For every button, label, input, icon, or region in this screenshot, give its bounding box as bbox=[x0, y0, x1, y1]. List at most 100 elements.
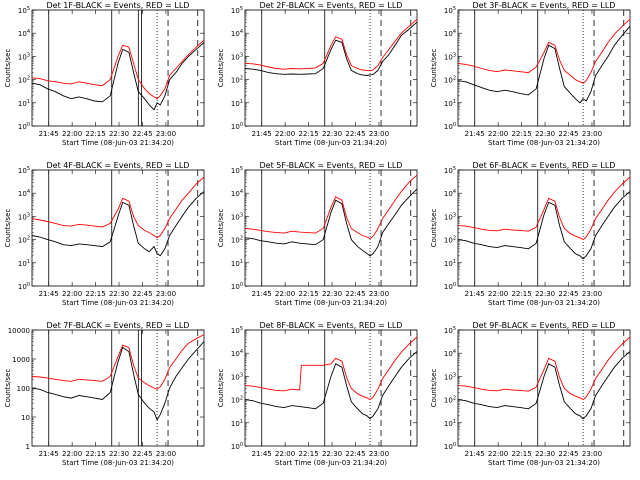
y-tick-label: 105 bbox=[18, 166, 30, 175]
x-tick-label: 23:00 bbox=[156, 130, 176, 138]
y-tick-label: 104 bbox=[18, 29, 30, 38]
x-axis-label: Start Time (08-Jun-03 21:34:20) bbox=[62, 139, 174, 147]
x-tick-label: 22:15 bbox=[511, 290, 531, 298]
series-lld-line bbox=[457, 336, 631, 401]
y-tick-label: 100 bbox=[444, 122, 456, 131]
y-tick-label: 104 bbox=[231, 29, 243, 38]
x-axis-label: Start Time (08-Jun-03 21:34:20) bbox=[488, 459, 600, 467]
x-axis-label: Start Time (08-Jun-03 21:34:20) bbox=[275, 459, 387, 467]
x-tick-label: 22:30 bbox=[109, 130, 129, 138]
x-tick-label: 22:30 bbox=[322, 130, 342, 138]
x-tick-label: 22:45 bbox=[132, 130, 152, 138]
y-tick-label: 103 bbox=[18, 212, 30, 221]
detector-panel-5f: Det 5F-BLACK = Events, RED = LLD 100 101 10… bbox=[217, 161, 418, 307]
panel-title: Det 4F-BLACK = Events, RED = LLD bbox=[47, 161, 190, 170]
y-tick-label: 102 bbox=[444, 76, 456, 85]
y-tick-label: 105 bbox=[444, 326, 456, 335]
x-tick-label: 21:45 bbox=[465, 450, 485, 458]
y-tick-label: 105 bbox=[231, 326, 243, 335]
y-tick-label: 10 bbox=[21, 414, 30, 422]
x-tick-label: 23:00 bbox=[582, 290, 602, 298]
y-axis-label: Counts/sec bbox=[430, 369, 438, 408]
x-tick-label: 22:30 bbox=[535, 130, 555, 138]
y-axis-label: Counts/sec bbox=[4, 209, 12, 248]
x-tick-label: 21:45 bbox=[465, 290, 485, 298]
series-events-line bbox=[244, 21, 418, 76]
detector-panel-1f: Det 1F-BLACK = Events, RED = LLD 100 101 10… bbox=[4, 1, 205, 147]
series-events-line bbox=[244, 188, 418, 257]
series-events-line bbox=[457, 191, 631, 260]
y-tick-label: 104 bbox=[444, 349, 456, 358]
x-tick-label: 22:00 bbox=[275, 450, 295, 458]
detector-panel-3f: Det 3F-BLACK = Events, RED = LLD 100 101 10… bbox=[430, 1, 631, 147]
x-tick-label: 22:45 bbox=[345, 290, 365, 298]
x-tick-label: 21:45 bbox=[39, 450, 59, 458]
x-tick-label: 22:15 bbox=[298, 290, 318, 298]
detector-panel-9f: Det 9F-BLACK = Events, RED = LLD 100 101 10… bbox=[430, 321, 631, 467]
x-tick-label: 22:15 bbox=[511, 130, 531, 138]
y-tick-label: 105 bbox=[231, 6, 243, 15]
series-events-line bbox=[31, 191, 205, 257]
x-tick-label: 22:30 bbox=[109, 290, 129, 298]
x-tick-label: 22:30 bbox=[109, 450, 129, 458]
detector-panel-8f: Det 8F-BLACK = Events, RED = LLD 100 101 10… bbox=[217, 321, 418, 467]
y-tick-label: 102 bbox=[18, 76, 30, 85]
y-tick-label: 1000 bbox=[12, 356, 30, 364]
y-tick-label: 100 bbox=[18, 122, 30, 131]
y-tick-label: 101 bbox=[444, 259, 456, 268]
x-tick-label: 22:00 bbox=[275, 290, 295, 298]
x-axis-label: Start Time (08-Jun-03 21:34:20) bbox=[62, 459, 174, 467]
series-lld-line bbox=[31, 176, 205, 239]
x-tick-label: 22:15 bbox=[85, 290, 105, 298]
y-tick-label: 100 bbox=[231, 282, 243, 291]
plot-frame bbox=[244, 9, 418, 127]
x-tick-label: 23:00 bbox=[582, 130, 602, 138]
x-tick-label: 22:45 bbox=[132, 450, 152, 458]
y-tick-label: 104 bbox=[18, 189, 30, 198]
y-tick-label: 101 bbox=[444, 419, 456, 428]
y-tick-label: 102 bbox=[231, 76, 243, 85]
x-tick-label: 21:45 bbox=[252, 450, 272, 458]
x-tick-label: 22:30 bbox=[535, 290, 555, 298]
x-tick-label: 22:45 bbox=[558, 450, 578, 458]
series-lld-line bbox=[31, 334, 205, 390]
x-tick-label: 21:45 bbox=[39, 130, 59, 138]
y-tick-label: 102 bbox=[18, 236, 30, 245]
x-axis-label: Start Time (08-Jun-03 21:34:20) bbox=[488, 299, 600, 307]
plot-frame bbox=[31, 9, 205, 127]
y-tick-label: 103 bbox=[231, 52, 243, 61]
y-axis-label: Counts/sec bbox=[430, 49, 438, 88]
y-tick-label: 10000 bbox=[8, 327, 30, 335]
detector-panel-4f: Det 4F-BLACK = Events, RED = LLD 100 101 10… bbox=[4, 161, 205, 307]
series-lld-line bbox=[457, 18, 631, 84]
y-tick-label: 100 bbox=[444, 442, 456, 451]
x-tick-label: 22:15 bbox=[85, 130, 105, 138]
y-tick-label: 103 bbox=[444, 372, 456, 381]
x-tick-label: 23:00 bbox=[156, 290, 176, 298]
y-tick-label: 103 bbox=[18, 52, 30, 61]
x-tick-label: 22:30 bbox=[322, 290, 342, 298]
x-tick-label: 21:45 bbox=[252, 130, 272, 138]
y-tick-label: 102 bbox=[231, 236, 243, 245]
series-events-line bbox=[457, 25, 631, 104]
y-tick-label: 103 bbox=[444, 52, 456, 61]
panel-title: Det 9F-BLACK = Events, RED = LLD bbox=[473, 321, 616, 330]
panel-title: Det 1F-BLACK = Events, RED = LLD bbox=[47, 1, 190, 10]
panel-title: Det 6F-BLACK = Events, RED = LLD bbox=[473, 161, 616, 170]
y-axis-label: Counts/sec bbox=[430, 209, 438, 248]
y-tick-label: 101 bbox=[18, 259, 30, 268]
detector-panel-2f: Det 2F-BLACK = Events, RED = LLD 100 101 10… bbox=[217, 1, 418, 147]
y-tick-label: 100 bbox=[18, 282, 30, 291]
detector-panel-6f: Det 6F-BLACK = Events, RED = LLD 100 101 10… bbox=[430, 161, 631, 307]
y-tick-label: 100 bbox=[444, 282, 456, 291]
x-tick-label: 21:45 bbox=[465, 130, 485, 138]
x-tick-label: 23:00 bbox=[369, 450, 389, 458]
series-events-line bbox=[244, 351, 418, 420]
panel-title: Det 8F-BLACK = Events, RED = LLD bbox=[260, 321, 403, 330]
x-axis-label: Start Time (08-Jun-03 21:34:20) bbox=[488, 139, 600, 147]
panel-title: Det 5F-BLACK = Events, RED = LLD bbox=[260, 161, 403, 170]
series-lld-line bbox=[244, 174, 418, 240]
y-axis-label: Counts/sec bbox=[217, 209, 225, 248]
y-tick-label: 105 bbox=[18, 6, 30, 15]
